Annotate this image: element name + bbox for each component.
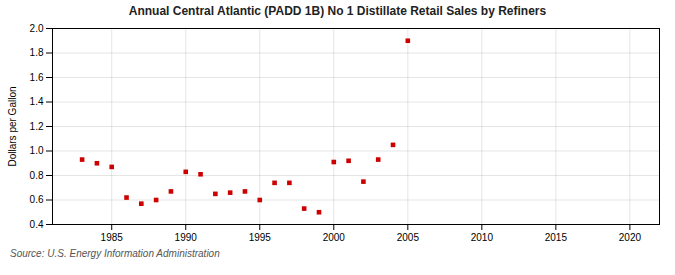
svg-text:1.0: 1.0 xyxy=(30,145,44,156)
svg-text:0.6: 0.6 xyxy=(30,194,44,205)
svg-text:1.8: 1.8 xyxy=(30,47,44,58)
svg-text:1.4: 1.4 xyxy=(30,96,44,107)
svg-text:2020: 2020 xyxy=(619,232,642,243)
html-text:Source: U.S. Energy Informatio: Source: U.S. Energy Information Administ… xyxy=(10,248,220,259)
svg-text:0.8: 0.8 xyxy=(30,170,44,181)
svg-text:1.2: 1.2 xyxy=(30,121,44,132)
svg-text:2.0: 2.0 xyxy=(30,23,44,34)
svg-text:1.6: 1.6 xyxy=(30,72,44,83)
svg-text:1985: 1985 xyxy=(101,232,124,243)
svg-text:2010: 2010 xyxy=(471,232,494,243)
svg-text:2015: 2015 xyxy=(545,232,568,243)
svg-text:0.4: 0.4 xyxy=(30,219,44,230)
svg-text:1990: 1990 xyxy=(175,232,198,243)
html-text:Annual Central Atlantic (PADD: Annual Central Atlantic (PADD 1B) No 1 D… xyxy=(128,4,547,18)
svg-text:Dollars per Gallon: Dollars per Gallon xyxy=(7,86,18,166)
svg-text:2005: 2005 xyxy=(397,232,420,243)
svg-text:2000: 2000 xyxy=(323,232,346,243)
svg-text:1995: 1995 xyxy=(249,232,272,243)
